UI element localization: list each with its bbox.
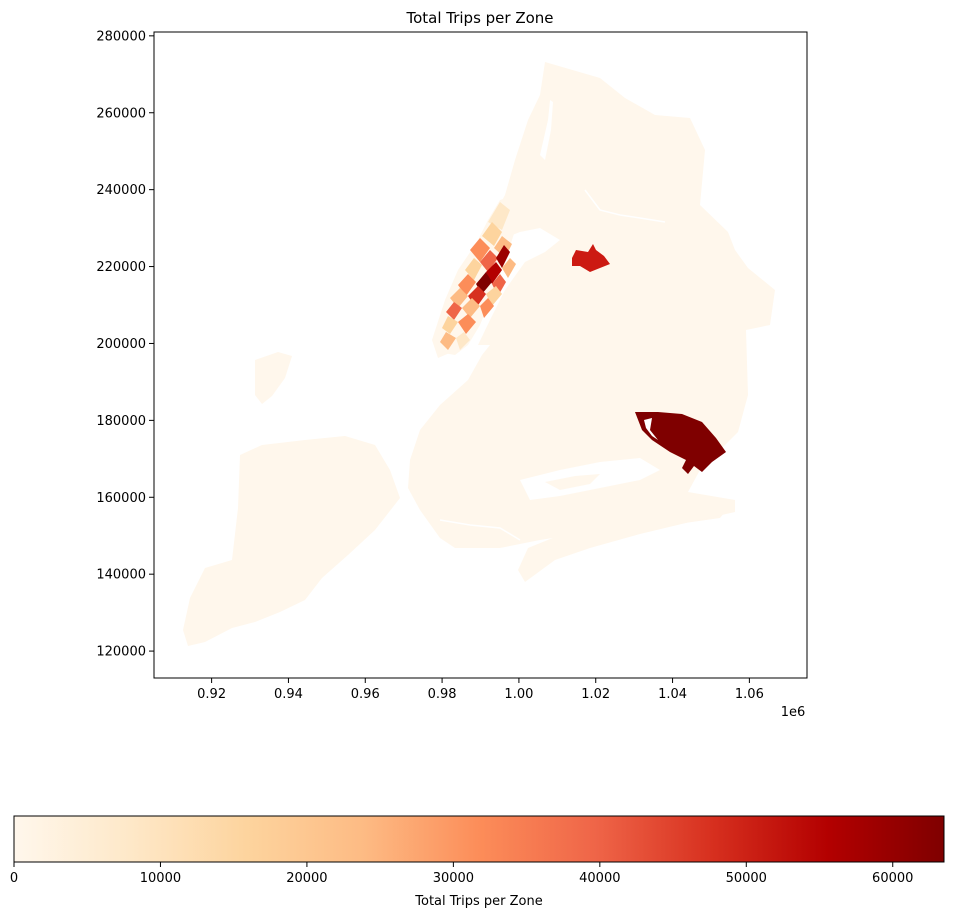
east-river [460, 228, 560, 360]
zone-rockaway [518, 498, 735, 582]
x-tick-label: 0.94 [274, 687, 303, 702]
y-tick-label: 160000 [96, 491, 146, 506]
zone-downtown-3 [440, 332, 456, 350]
y-tick-label: 280000 [96, 29, 146, 44]
zone-downtown-2 [458, 314, 476, 334]
map-plot-area [183, 62, 775, 646]
zone-staten-island [183, 436, 400, 646]
zone-midtown-2 [465, 258, 482, 280]
colorbar-tick-label: 40000 [579, 871, 620, 886]
zone-liberty-strip [255, 352, 292, 404]
x-tick-label: 0.92 [197, 687, 226, 702]
x-tick-label: 1.04 [658, 687, 687, 702]
zone-lower-midtown-1 [446, 302, 462, 320]
x-tick-label: 0.98 [428, 687, 457, 702]
colorbar-tick-label: 30000 [433, 871, 474, 886]
zone-upper-manhattan-1 [488, 202, 510, 230]
zone-downtown-1 [442, 316, 458, 334]
y-axis-ticks: 120000 140000 160000 180000 200000 220000 2400… [96, 29, 154, 660]
x-axis-ticks: 0.92 0.94 0.96 0.98 1.00 1.02 1.04 1.06 [197, 678, 764, 702]
zone-downtown-4 [456, 332, 470, 350]
y-tick-label: 140000 [96, 568, 146, 583]
x-tick-label: 1.00 [504, 687, 533, 702]
colorbar-tick-label: 0 [10, 871, 18, 886]
map-axes-frame [153, 31, 808, 679]
colorbar-tick-label: 60000 [872, 871, 913, 886]
zone-midtown-3 [486, 262, 502, 284]
zone-laguardia-airport [572, 244, 610, 272]
zone-upper-west-1 [470, 238, 490, 262]
zone-midtown-4 [502, 258, 516, 278]
colorbar-ticks: 0 10000 20000 30000 40000 50000 60000 [10, 862, 913, 886]
x-axis-offset-label: 1e6 [781, 705, 806, 720]
colorbar-tick-label: 10000 [140, 871, 181, 886]
zone-upper-manhattan-2 [482, 222, 502, 246]
y-tick-label: 240000 [96, 183, 146, 198]
zone-jfk-airport [635, 412, 726, 474]
x-tick-label: 1.02 [581, 687, 610, 702]
manhattan-zones [440, 202, 516, 350]
zone-lower-midtown-3 [480, 298, 494, 318]
zone-midtown-peak-1 [496, 245, 510, 268]
jfk-runway-gap [644, 418, 658, 440]
zone-bay-island-2 [545, 474, 600, 490]
colorbar [13, 815, 945, 863]
map-title: Total Trips per Zone [405, 9, 553, 27]
harlem-river [540, 100, 553, 160]
x-tick-label: 0.96 [351, 687, 380, 702]
bronx-river [584, 189, 666, 223]
y-tick-label: 200000 [96, 337, 146, 352]
colorbar-tick-label: 50000 [726, 871, 767, 886]
colorbar-tick-label: 20000 [286, 871, 327, 886]
zone-lower-midtown-2 [462, 298, 480, 318]
y-tick-label: 260000 [96, 106, 146, 121]
y-tick-label: 220000 [96, 260, 146, 275]
zone-midtown-1 [480, 250, 498, 272]
coney-island-creek [439, 519, 521, 541]
x-tick-label: 1.06 [735, 687, 764, 702]
y-tick-label: 120000 [96, 645, 146, 660]
colorbar-label: Total Trips per Zone [414, 894, 542, 909]
y-tick-label: 180000 [96, 414, 146, 429]
